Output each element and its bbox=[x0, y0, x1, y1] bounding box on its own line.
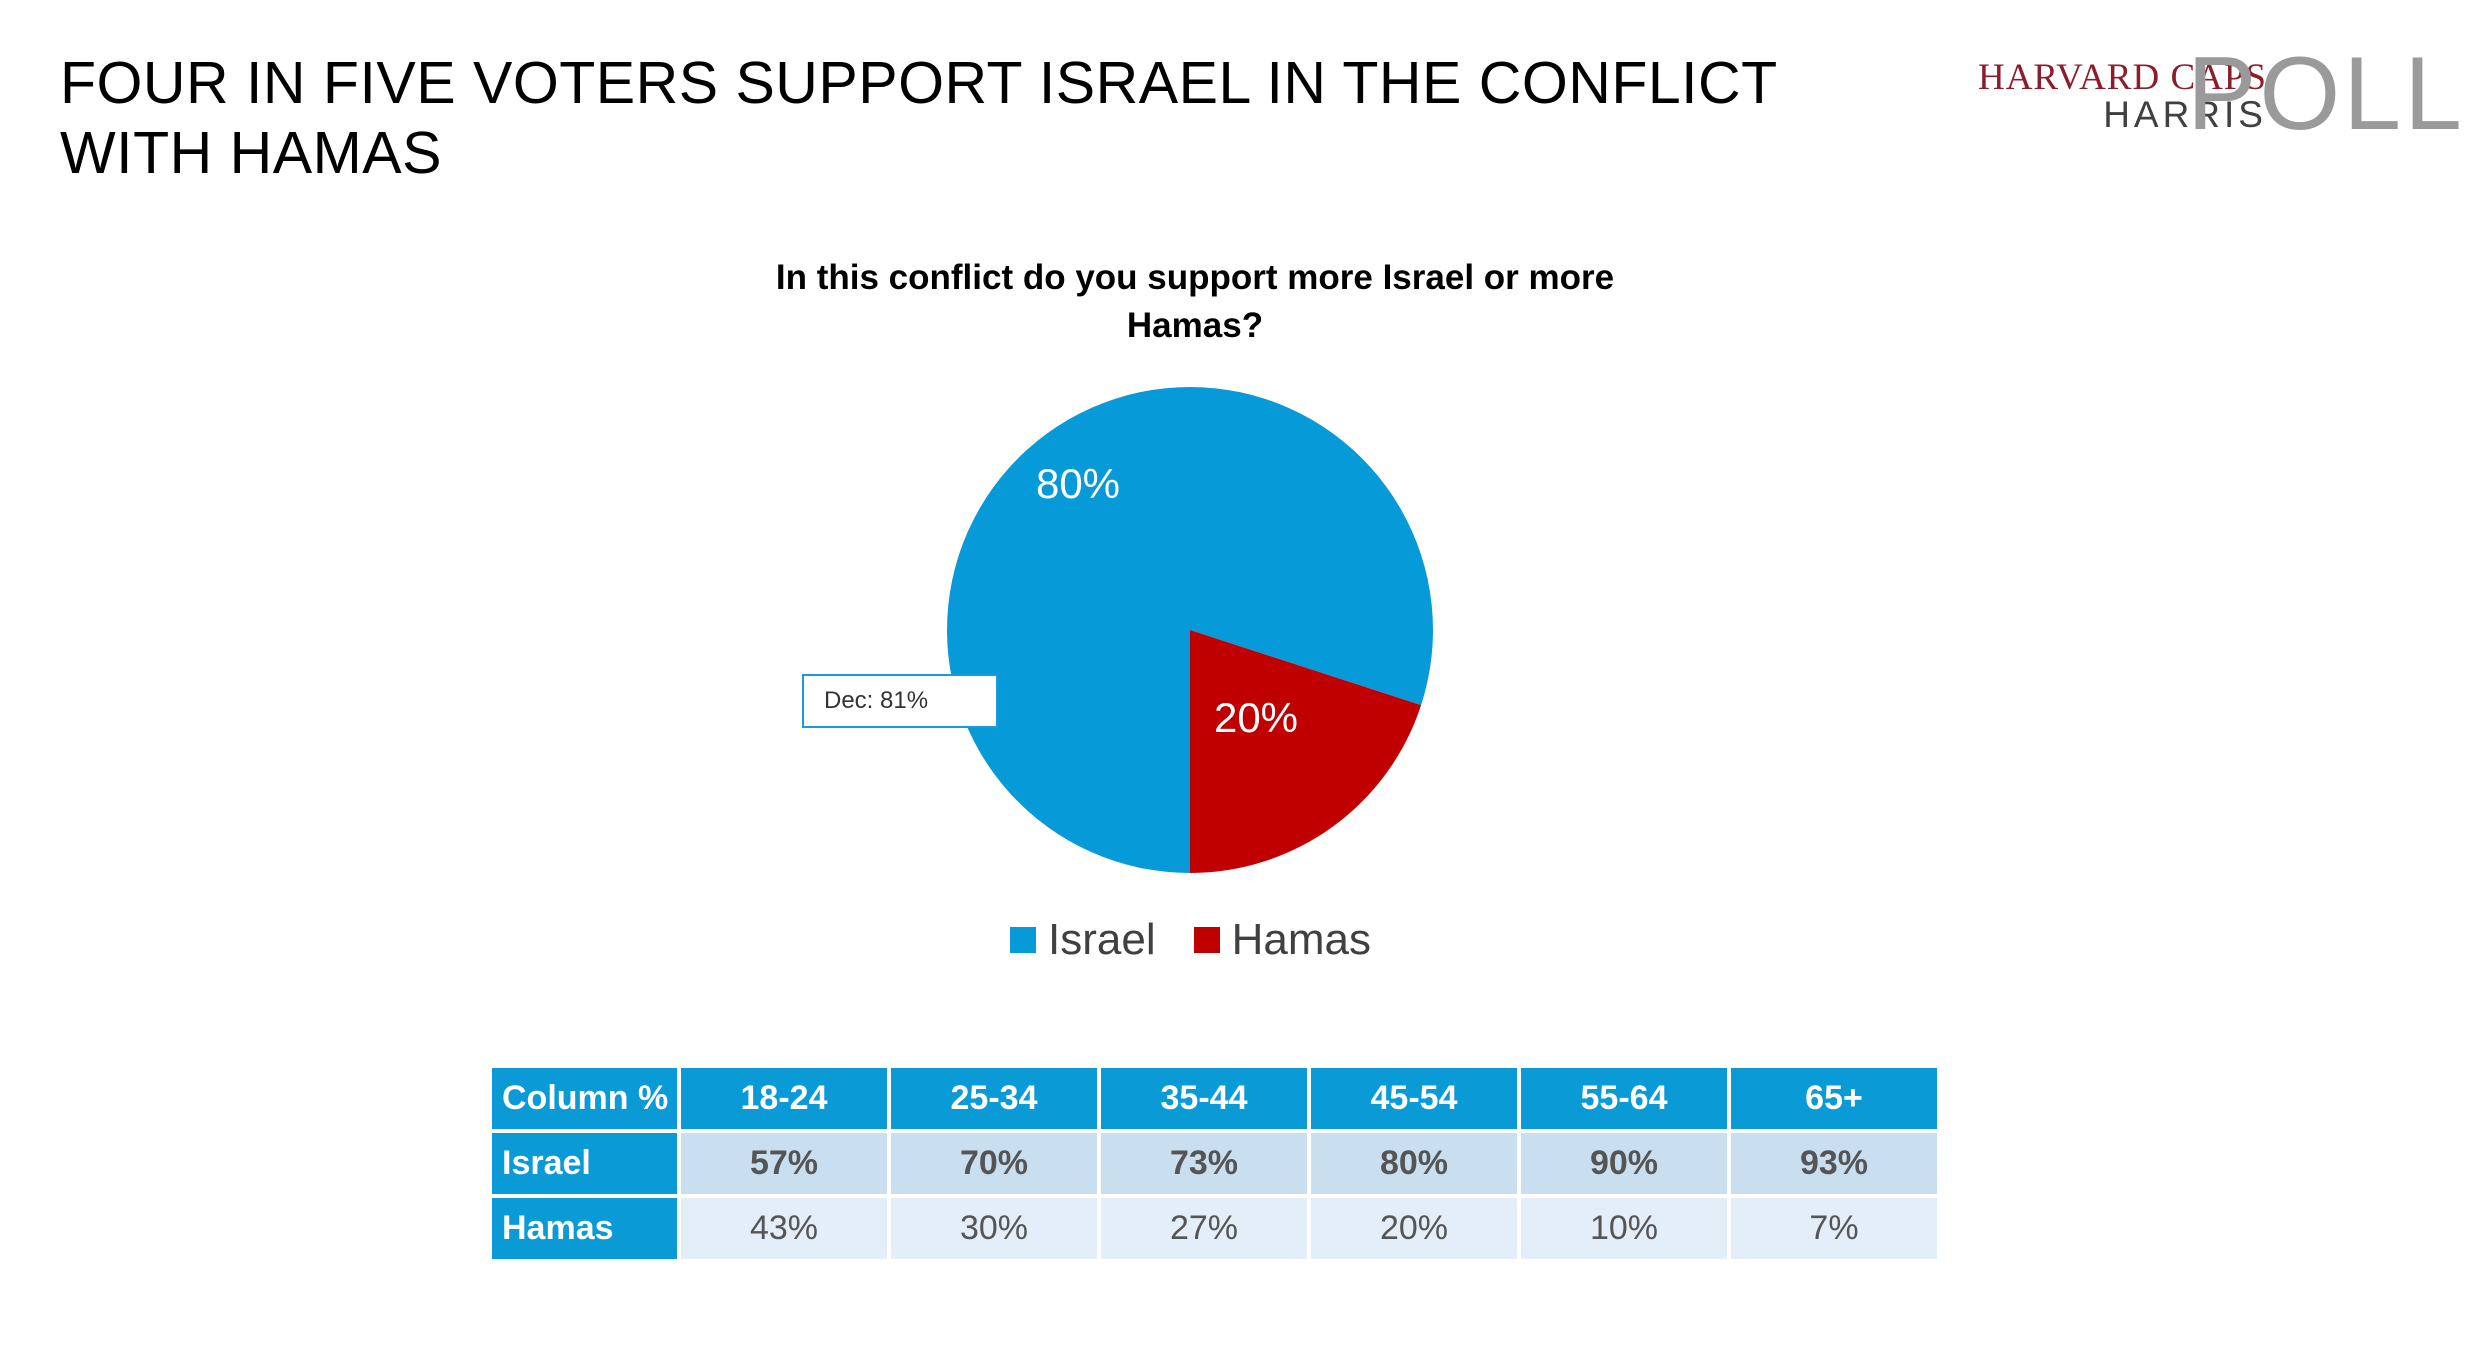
table-cell: 7% bbox=[1731, 1198, 1937, 1259]
legend-swatch bbox=[1010, 927, 1036, 953]
pie-slice-hamas bbox=[1190, 630, 1422, 873]
table-row-israel: Israel 57% 70% 73% 80% 90% 93% bbox=[492, 1133, 1937, 1194]
table-cell: 73% bbox=[1101, 1133, 1307, 1194]
table-row-hamas: Hamas 43% 30% 27% 20% 10% 7% bbox=[492, 1198, 1937, 1259]
table-cell: 90% bbox=[1521, 1133, 1727, 1194]
table-header-cell: 18-24 bbox=[681, 1068, 887, 1129]
slide-title: FOUR IN FIVE VOTERS SUPPORT ISRAEL IN TH… bbox=[60, 50, 1777, 186]
legend-item-israel: Israel bbox=[1010, 915, 1156, 965]
logo-word: POLL bbox=[2187, 36, 2465, 152]
pie-data-label-hamas: 20% bbox=[1214, 694, 1298, 741]
chart-title: In this conflict do you support more Isr… bbox=[775, 258, 1615, 345]
table-cell: 20% bbox=[1311, 1198, 1517, 1259]
previous-wave-callout: Dec: 81% bbox=[802, 674, 998, 728]
table-row-label: Hamas bbox=[492, 1198, 677, 1259]
table-header-row: Column % 18-24 25-34 35-44 45-54 55-64 6… bbox=[492, 1068, 1937, 1129]
table-header-cell: 45-54 bbox=[1311, 1068, 1517, 1129]
table-cell: 93% bbox=[1731, 1133, 1937, 1194]
legend-label: Hamas bbox=[1231, 915, 1371, 964]
table-cell: 70% bbox=[891, 1133, 1097, 1194]
chart-legend: Israel Hamas bbox=[1010, 910, 1409, 970]
table-header-cell: 35-44 bbox=[1101, 1068, 1307, 1129]
table-header-cell: 55-64 bbox=[1521, 1068, 1727, 1129]
table-cell: 80% bbox=[1311, 1133, 1517, 1194]
table-cell: 57% bbox=[681, 1133, 887, 1194]
table-cell: 30% bbox=[891, 1198, 1097, 1259]
pie-data-label-israel: 80% bbox=[1036, 460, 1120, 507]
legend-swatch bbox=[1193, 927, 1220, 953]
table-row-label: Israel bbox=[492, 1133, 677, 1194]
table-header-cell: 25-34 bbox=[891, 1068, 1097, 1129]
table-header-cell: 65+ bbox=[1731, 1068, 1937, 1129]
table-cell: 43% bbox=[681, 1198, 887, 1259]
table-header-cell: Column % bbox=[492, 1068, 677, 1129]
logo-line-1: HARVARD CAPS bbox=[1977, 57, 2267, 98]
legend-label: Israel bbox=[1048, 915, 1156, 964]
pie-chart: 80% 20% bbox=[946, 386, 1433, 873]
harvard-caps-harris-poll-logo: HARVARD CAPS HARRIS POLL bbox=[1955, 42, 2465, 146]
table-cell: 10% bbox=[1521, 1198, 1727, 1259]
age-breakdown-table: Column % 18-24 25-34 35-44 45-54 55-64 6… bbox=[488, 1064, 1941, 1263]
pie-slice-israel bbox=[946, 386, 1433, 873]
logo-line-2: HARRIS bbox=[2103, 94, 2267, 135]
table-cell: 27% bbox=[1101, 1198, 1307, 1259]
legend-item-hamas: Hamas bbox=[1193, 915, 1371, 965]
